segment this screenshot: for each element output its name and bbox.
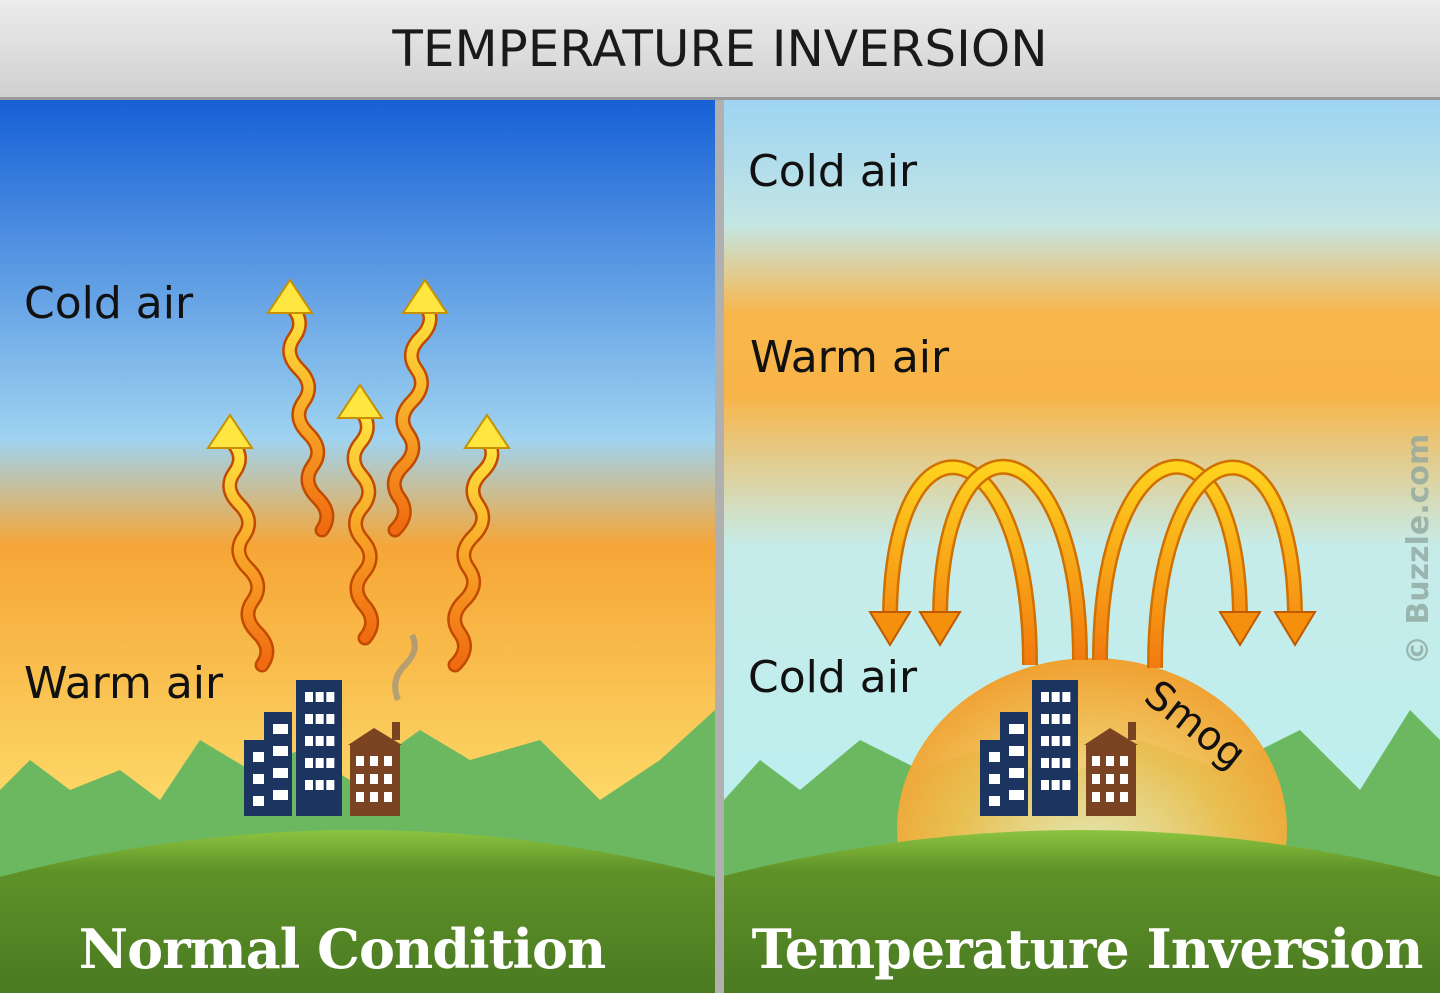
heat-arrow (1092, 458, 1262, 661)
arrow-head (1218, 611, 1262, 647)
arrow-head (463, 413, 511, 449)
heat-arrow (918, 458, 1088, 661)
label-warm-air: Warm air (24, 658, 224, 709)
building (296, 680, 342, 816)
heat-arrow (868, 459, 1038, 666)
arrow-head (1273, 611, 1317, 647)
rising-heat-arrows (206, 278, 511, 673)
heat-arrow (1147, 459, 1317, 669)
building (1000, 712, 1028, 816)
building (264, 712, 292, 816)
arrow-head (401, 278, 449, 314)
hill (724, 830, 1440, 993)
title-bar (0, 0, 1440, 100)
trapped-heat-arrows (868, 458, 1317, 669)
heat-arrow (266, 278, 335, 538)
temperature-inversion-panel: Cold air Warm air Cold air Smog © Buzzle… (724, 100, 1440, 993)
city (244, 680, 402, 816)
chimney-smoke (392, 633, 418, 702)
label-cold-air-bottom: Cold air (748, 652, 918, 703)
arrow-head (266, 278, 314, 314)
arrow-head (918, 611, 962, 647)
building (1032, 680, 1078, 816)
heat-arrow (206, 413, 275, 673)
normal-condition-panel: Cold air Warm air Normal Condition (0, 100, 715, 993)
label-cold-air-top: Cold air (748, 146, 918, 197)
heat-arrow (336, 383, 384, 646)
heat-arrow (386, 278, 449, 538)
panel-divider (715, 100, 724, 993)
diagram-title: TEMPERATURE INVERSION (391, 20, 1047, 78)
caption-normal-condition: Normal Condition (79, 917, 606, 981)
watermark: © Buzzle.com (1401, 434, 1436, 665)
caption-temperature-inversion: Temperature Inversion (752, 917, 1423, 981)
arrow-head (336, 383, 384, 419)
city (980, 680, 1138, 816)
label-warm-air: Warm air (750, 332, 950, 383)
header-divider (0, 97, 1440, 101)
arrow-head (206, 413, 254, 449)
house (1084, 722, 1138, 816)
label-cold-air: Cold air (24, 278, 194, 329)
arrow-head (868, 611, 912, 647)
house (348, 722, 402, 816)
heat-arrow (447, 413, 511, 673)
hill (0, 830, 715, 993)
